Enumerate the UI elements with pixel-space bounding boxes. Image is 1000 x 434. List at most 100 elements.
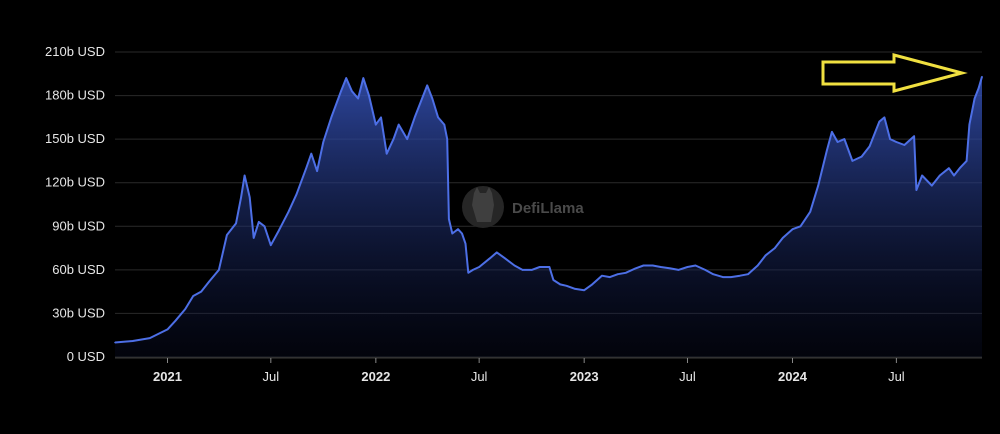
data-point — [764, 254, 767, 257]
y-axis-ticks: 0 USD 30b USD 60b USD 90b USD 120b USD 150b U… — [45, 44, 105, 364]
series-area — [115, 76, 982, 357]
data-point — [669, 267, 672, 270]
data-point — [548, 266, 551, 268]
data-point — [552, 279, 555, 281]
x-tick-label: 2021 — [153, 369, 182, 384]
data-point — [252, 237, 255, 239]
data-point — [200, 290, 202, 293]
data-point — [235, 222, 237, 225]
data-point — [295, 193, 298, 196]
data-point — [478, 266, 481, 268]
data-point — [385, 152, 388, 155]
data-point — [843, 138, 846, 140]
data-point — [583, 289, 585, 292]
data-point — [948, 167, 950, 169]
y-tick-label: 90b USD — [52, 218, 105, 233]
x-tick-label: 2024 — [778, 369, 808, 384]
data-point — [114, 341, 116, 344]
data-point — [184, 308, 186, 310]
data-point — [958, 167, 961, 169]
data-point — [831, 131, 833, 133]
data-point — [362, 77, 365, 79]
data-point — [968, 123, 971, 126]
data-point — [756, 264, 759, 267]
data-point — [489, 257, 491, 260]
data-point — [375, 123, 377, 126]
data-point — [243, 174, 246, 177]
data-point — [174, 319, 177, 322]
data-point — [443, 123, 446, 126]
data-point — [530, 269, 533, 271]
x-tick-label: Jul — [888, 369, 905, 384]
data-point — [397, 123, 400, 126]
data-point — [504, 257, 506, 260]
data-point — [310, 152, 313, 155]
data-point — [774, 247, 776, 249]
data-point — [166, 328, 169, 331]
data-point — [895, 141, 898, 143]
data-point — [263, 225, 266, 228]
data-point — [903, 144, 906, 146]
data-point — [559, 283, 561, 286]
data-point — [467, 272, 470, 274]
data-point — [617, 273, 619, 276]
data-point — [287, 211, 290, 213]
data-point — [322, 141, 325, 143]
x-tick-label: 2022 — [361, 369, 390, 384]
data-point — [406, 138, 409, 140]
y-tick-label: 180b USD — [45, 88, 105, 103]
data-point — [677, 269, 680, 271]
data-point — [357, 97, 359, 100]
data-point — [826, 150, 828, 152]
x-axis-ticks: 2021 Jul 2022 Jul 2023 Jul 2024 Jul — [115, 357, 982, 384]
data-point — [791, 228, 794, 230]
data-point — [258, 221, 260, 223]
data-point — [380, 116, 382, 119]
x-tick-label: 2023 — [570, 369, 599, 384]
data-point — [601, 274, 603, 277]
data-point — [860, 155, 863, 158]
data-point — [609, 276, 611, 278]
data-point — [883, 116, 886, 119]
data-point — [270, 244, 272, 246]
data-point — [240, 196, 242, 198]
data-point — [345, 77, 348, 79]
data-point — [634, 267, 637, 270]
data-point — [496, 251, 498, 254]
data-point — [782, 237, 784, 239]
data-point — [747, 273, 749, 276]
data-point — [330, 116, 333, 119]
data-point — [704, 269, 706, 271]
data-point — [192, 295, 194, 297]
data-point — [651, 264, 654, 267]
data-point — [965, 160, 968, 162]
data-point — [413, 116, 416, 119]
data-point — [248, 196, 251, 198]
data-point — [461, 232, 463, 235]
data-point — [659, 266, 662, 268]
data-point — [730, 276, 732, 278]
data-point — [836, 141, 839, 143]
data-point — [208, 280, 210, 283]
data-point — [694, 264, 697, 267]
data-point — [521, 269, 524, 271]
data-point — [889, 138, 891, 140]
y-tick-label: 210b USD — [45, 44, 105, 59]
data-point — [278, 229, 280, 232]
data-point — [218, 269, 220, 271]
data-point — [226, 234, 228, 236]
data-point — [457, 228, 459, 230]
data-point — [981, 75, 983, 78]
data-point — [431, 97, 434, 100]
y-tick-label: 150b USD — [45, 131, 105, 146]
data-point — [446, 138, 449, 140]
x-tick-label: Jul — [679, 369, 696, 384]
data-point — [973, 97, 976, 100]
y-tick-label: 0 USD — [67, 349, 105, 364]
data-point — [868, 145, 871, 148]
data-point — [351, 90, 353, 92]
data-point — [426, 84, 429, 87]
data-point — [712, 273, 714, 276]
data-point — [305, 167, 308, 169]
